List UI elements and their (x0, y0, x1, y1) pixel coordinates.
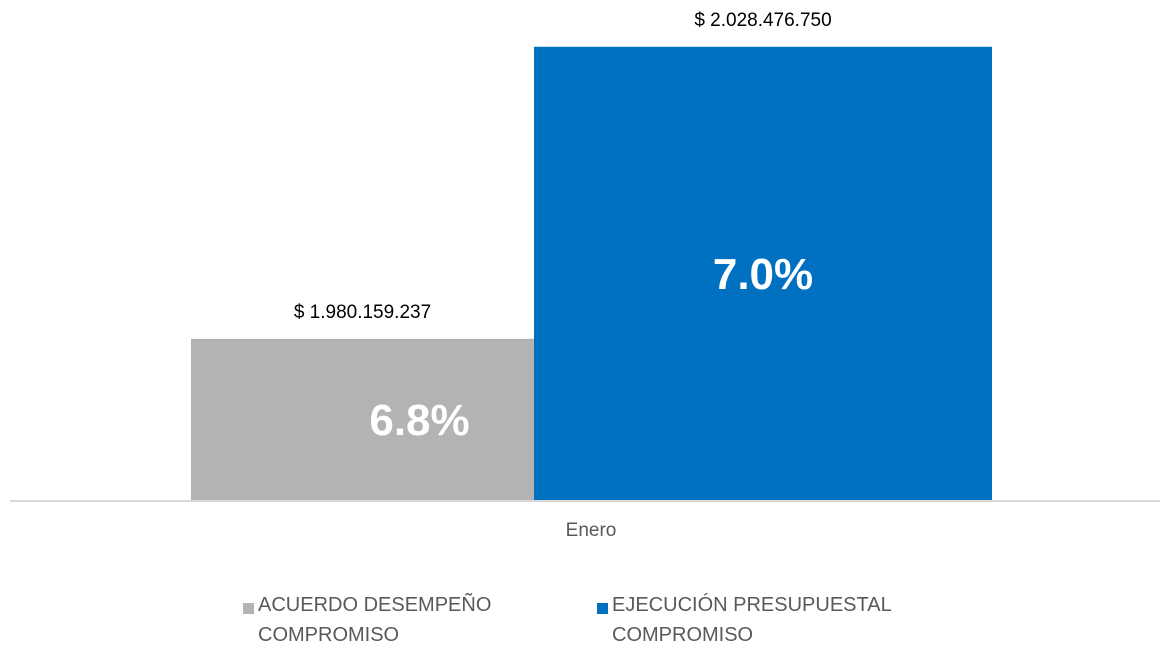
bar (534, 46, 992, 501)
legend-swatch (243, 603, 254, 614)
value-label: $ 2.028.476.750 (694, 10, 831, 31)
bar (191, 338, 534, 500)
legend-swatch (597, 603, 608, 614)
legend-label: ACUERDO DESEMPEÑO COMPROMISO (258, 594, 492, 646)
page: {"chart_data": {"type": "bar", "categori… (10, 9, 1160, 646)
legend-label: EJECUCIÓN PRESUPUESTAL COMPROMISO (612, 594, 891, 646)
chart: $ 1.980.159.237 6.8% $ 2.028.476.750 7.0% En… (10, 10, 1160, 541)
value-label: $ 1.980.159.237 (294, 302, 431, 323)
x-tick-label: Enero (566, 520, 617, 541)
percent-label: 7.0% (713, 250, 813, 299)
percent-label: 6.8% (369, 396, 469, 445)
